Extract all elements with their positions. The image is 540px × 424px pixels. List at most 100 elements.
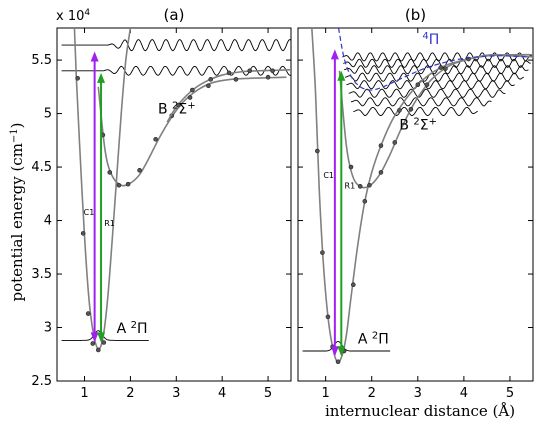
potential-curve (73, 28, 132, 350)
state-label: B 2Σ+ (158, 100, 196, 118)
y-tick-label: 3 (44, 321, 52, 336)
y-tick-label: 5 (44, 107, 52, 122)
plot-frame (297, 27, 534, 382)
potential-curve (338, 53, 533, 189)
data-point (325, 314, 331, 320)
y-axis-title: potential energy (cm−1) (8, 122, 26, 301)
arrow-head (90, 332, 99, 343)
wavefunction (346, 80, 515, 90)
data-point (101, 340, 107, 345)
data-point (85, 311, 91, 316)
data-point (270, 68, 275, 74)
x-tick-label: 5 (506, 386, 514, 401)
data-point (357, 184, 363, 189)
arrow-head (337, 346, 346, 357)
data-point (424, 82, 430, 87)
data-point (320, 250, 325, 255)
data-point (206, 83, 211, 89)
data-point (378, 170, 384, 175)
plot-frame (56, 27, 292, 382)
transition-label: C1 (84, 208, 95, 217)
data-point (233, 77, 239, 82)
y-tick-label: 4.5 (31, 160, 52, 175)
panel-title: (a) (164, 6, 185, 24)
data-point (125, 181, 131, 187)
arrow-head (97, 332, 106, 343)
y-tick-label: 5.5 (31, 53, 52, 68)
data-point (75, 75, 80, 81)
data-point (367, 182, 372, 188)
state-label: A 2Π (117, 319, 148, 337)
wavefunction (343, 58, 531, 68)
transition-label: R1 (104, 219, 115, 228)
potential-curve (311, 28, 533, 364)
x-tick-label: 2 (126, 386, 134, 401)
y-tick-label: 2.5 (31, 374, 52, 389)
data-point (116, 182, 122, 188)
arrow-head (97, 72, 106, 83)
data-point (190, 87, 195, 93)
data-point (378, 143, 384, 148)
wavefunction (342, 52, 533, 62)
wavefunction (348, 88, 506, 98)
wavefunction (61, 330, 149, 341)
panel-a: (a) 1 2 3 4 5 2.5 3 3.5 4 4.5 5 5.5 C1 R1 A 2Π B 2Σ+ (31, 6, 292, 401)
pi-state-curve (337, 28, 529, 91)
data-point (335, 359, 341, 365)
arrow-head (337, 70, 346, 81)
y-tick-label: 4 (44, 214, 52, 229)
panel-b: (b) 1 2 3 4 5 C1 R1 A 2Π B 2Σ+ 4Π (297, 6, 534, 401)
data-point (226, 70, 232, 76)
x-tick-label: 3 (414, 386, 422, 401)
data-point (187, 95, 193, 100)
x-tick-label: 4 (460, 386, 468, 401)
x-tick-label: 3 (172, 386, 180, 401)
pi-state-label: 4Π (422, 31, 439, 49)
arrow-head (330, 346, 339, 357)
data-point (176, 102, 181, 108)
wavefunction (351, 97, 492, 107)
wavefunction (344, 65, 529, 75)
transition-label: C1 (323, 171, 334, 180)
arrow-head (90, 51, 99, 62)
data-point (443, 66, 448, 71)
data-point (438, 65, 444, 70)
data-point (80, 231, 86, 236)
panel-title: (b) (405, 6, 426, 24)
state-label: B 2Σ+ (399, 116, 437, 134)
data-point (265, 74, 271, 80)
data-point (315, 148, 320, 154)
x-tick-label: 4 (218, 386, 226, 401)
y-multiplier: x 104 (56, 8, 90, 24)
wavefunction (302, 340, 391, 352)
plot-area (61, 28, 291, 353)
x-tick-label: 1 (80, 386, 88, 401)
data-point (397, 108, 402, 113)
arrow-head (330, 49, 339, 60)
data-point (348, 164, 354, 170)
wavefunction (353, 106, 478, 116)
wavefunction (61, 65, 291, 76)
transition-label: R1 (345, 181, 356, 190)
potential-curve (97, 76, 287, 187)
x-tick-label: 1 (322, 386, 330, 401)
data-point (95, 347, 101, 353)
x-axis-title: internuclear distance (Å) (325, 402, 515, 420)
data-point (137, 167, 142, 173)
wavefunction (61, 39, 291, 52)
data-point (153, 136, 158, 142)
data-point (392, 140, 398, 145)
x-tick-label: 5 (264, 386, 272, 401)
data-point (408, 106, 414, 112)
x-tick-label: 2 (368, 386, 376, 401)
y-tick-label: 3.5 (31, 267, 52, 282)
data-point (90, 341, 96, 346)
data-point (350, 282, 356, 288)
state-label: A 2Π (358, 330, 389, 348)
data-point (362, 198, 368, 204)
data-point (247, 68, 253, 74)
data-point (415, 82, 421, 87)
data-point (208, 77, 214, 82)
data-point (107, 170, 113, 175)
